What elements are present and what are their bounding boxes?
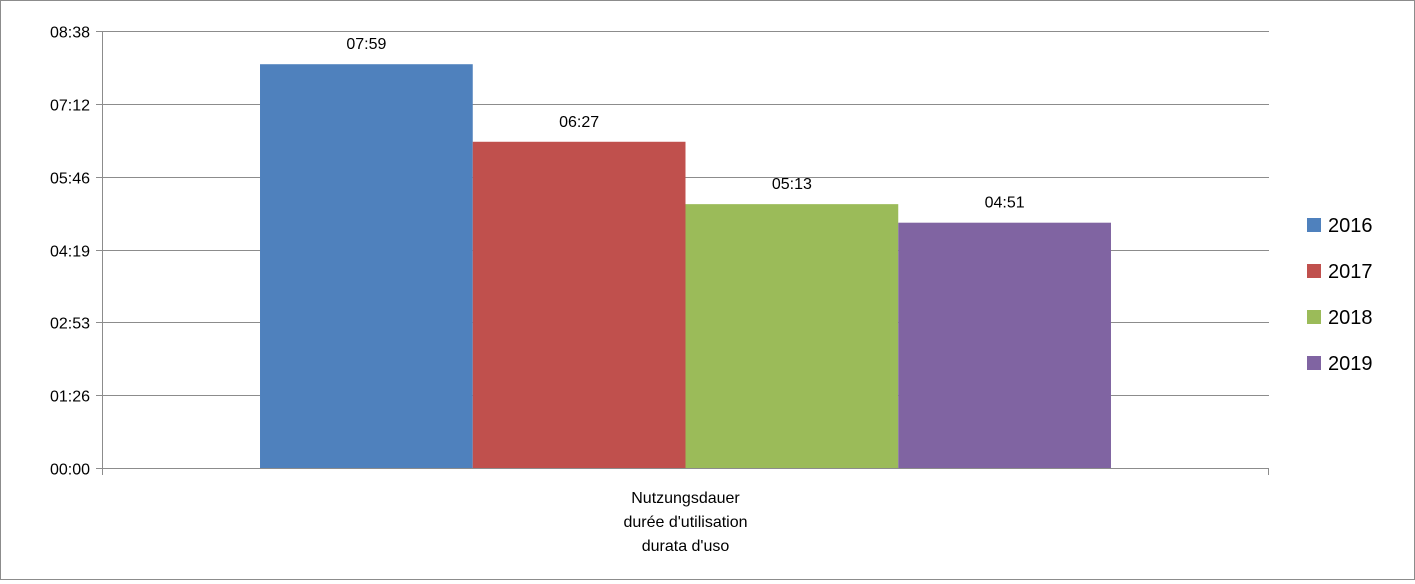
data-label-2016: 07:59 bbox=[346, 36, 386, 53]
y-tick-label: 01:26 bbox=[50, 389, 90, 406]
legend-swatch-2019 bbox=[1307, 356, 1321, 370]
legend: 2016 2017 2018 2019 bbox=[1307, 215, 1373, 375]
legend-label-2019: 2019 bbox=[1328, 353, 1373, 375]
legend-label-2018: 2018 bbox=[1328, 307, 1373, 329]
data-labels: 07:59 06:27 05:13 04:51 bbox=[346, 36, 1024, 211]
legend-swatch-2016 bbox=[1307, 218, 1321, 232]
bar-2019 bbox=[898, 222, 1111, 468]
bars bbox=[260, 64, 1111, 468]
x-category-label: Nutzungsdauer durée d'utilisation durata d… bbox=[623, 490, 747, 555]
x-category-label-line: durée d'utilisation bbox=[623, 514, 747, 531]
y-tick-label: 07:12 bbox=[50, 98, 90, 115]
bar-2016 bbox=[260, 64, 473, 468]
y-tick-label: 05:46 bbox=[50, 171, 90, 188]
bar-2017 bbox=[472, 141, 686, 468]
legend-swatch-2018 bbox=[1307, 310, 1321, 324]
y-tick-label: 02:53 bbox=[50, 316, 90, 333]
y-tick-label: 08:38 bbox=[50, 25, 90, 42]
y-tick-label: 04:19 bbox=[50, 244, 90, 261]
x-category-label-line: Nutzungsdauer bbox=[631, 490, 740, 507]
legend-label-2017: 2017 bbox=[1328, 261, 1373, 283]
y-tick-label: 00:00 bbox=[50, 462, 90, 479]
data-label-2017: 06:27 bbox=[559, 114, 599, 131]
x-category-label-line: durata d'uso bbox=[642, 538, 730, 555]
legend-swatch-2017 bbox=[1307, 264, 1321, 278]
bar-2018 bbox=[685, 204, 899, 468]
data-label-2018: 05:13 bbox=[772, 176, 812, 193]
axes: 00:00 01:26 02:53 04:19 05:46 07:12 08:38 bbox=[50, 25, 1269, 479]
legend-label-2016: 2016 bbox=[1328, 215, 1373, 237]
data-label-2019: 04:51 bbox=[985, 195, 1025, 212]
